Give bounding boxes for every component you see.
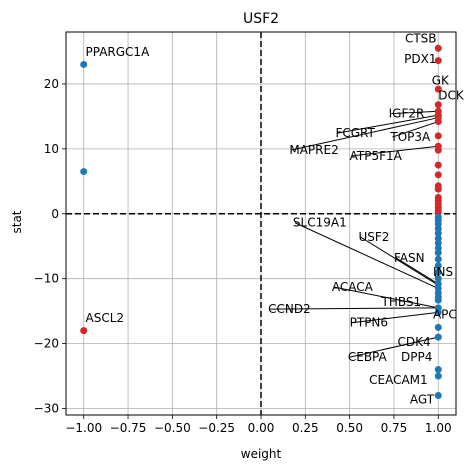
y-tick-label: 20 xyxy=(44,77,59,91)
point-label: APC xyxy=(433,307,457,321)
point-label: IGF2R xyxy=(389,107,425,121)
point-label: CEACAM1 xyxy=(369,373,428,387)
x-tick-label: 0.75 xyxy=(381,421,408,435)
x-tick-label: −0.50 xyxy=(154,421,191,435)
point-label: GK xyxy=(432,74,450,88)
data-point xyxy=(435,147,442,154)
point-label: CTSB xyxy=(405,31,437,45)
data-point xyxy=(435,249,442,256)
point-label: FASN xyxy=(394,251,425,265)
point-label: AGT xyxy=(410,392,435,406)
y-tick-label: −20 xyxy=(34,337,59,351)
point-label: PPARGC1A xyxy=(86,45,151,59)
point-label: CCND2 xyxy=(268,302,311,316)
point-label: PDX1 xyxy=(404,52,436,66)
data-point xyxy=(435,324,442,331)
x-axis-label: weight xyxy=(241,447,282,461)
y-tick-label: 10 xyxy=(44,142,59,156)
data-point xyxy=(80,168,87,175)
x-ticks: −1.00 −0.75 −0.50 −0.25 0.00 0.25 0.50 0.75 1.00 xyxy=(65,415,451,435)
data-point xyxy=(435,366,442,373)
data-point xyxy=(80,61,87,68)
point-label: ATP5F1A xyxy=(350,149,403,163)
x-tick-label: 0.25 xyxy=(292,421,319,435)
data-point xyxy=(435,162,442,169)
point-label: INS xyxy=(433,265,453,279)
point-label: ACACA xyxy=(332,280,374,294)
y-axis-label: stat xyxy=(10,210,24,233)
point-label: TOP3A xyxy=(389,130,431,144)
point-label: THBS1 xyxy=(381,295,422,309)
x-tick-label: −1.00 xyxy=(65,421,102,435)
data-point xyxy=(435,373,442,380)
point-label: USF2 xyxy=(359,230,390,244)
point-label: MAPRE2 xyxy=(289,143,338,157)
point-label: FCGRT xyxy=(335,126,375,140)
x-tick-label: 0.50 xyxy=(336,421,363,435)
x-tick-label: −0.25 xyxy=(198,421,235,435)
point-label: PTPN6 xyxy=(350,316,388,330)
x-tick-label: 1.00 xyxy=(425,421,452,435)
point-label: CEBPA xyxy=(348,350,388,364)
chart-title: USF2 xyxy=(243,11,279,27)
data-point xyxy=(435,45,442,52)
point-label: DPP4 xyxy=(401,350,432,364)
data-point xyxy=(80,327,87,334)
data-point xyxy=(435,297,442,304)
data-point xyxy=(435,171,442,178)
point-label: CDK4 xyxy=(398,335,431,349)
data-point xyxy=(435,392,442,399)
point-label: SLC19A1 xyxy=(293,216,347,230)
y-tick-label: −30 xyxy=(34,402,59,416)
reference-lines xyxy=(66,32,456,415)
point-label: DCK xyxy=(438,89,465,103)
data-point xyxy=(435,334,442,341)
x-tick-label: −0.75 xyxy=(110,421,147,435)
data-point xyxy=(435,186,442,193)
data-point xyxy=(435,132,442,139)
y-ticks: −30 −20 −10 0 10 20 xyxy=(34,77,66,416)
data-point xyxy=(435,256,442,263)
point-label: ASCL2 xyxy=(86,311,125,325)
data-point xyxy=(435,118,442,125)
y-tick-label: 0 xyxy=(51,207,59,221)
x-tick-label: 0.00 xyxy=(248,421,275,435)
y-tick-label: −10 xyxy=(34,272,59,286)
